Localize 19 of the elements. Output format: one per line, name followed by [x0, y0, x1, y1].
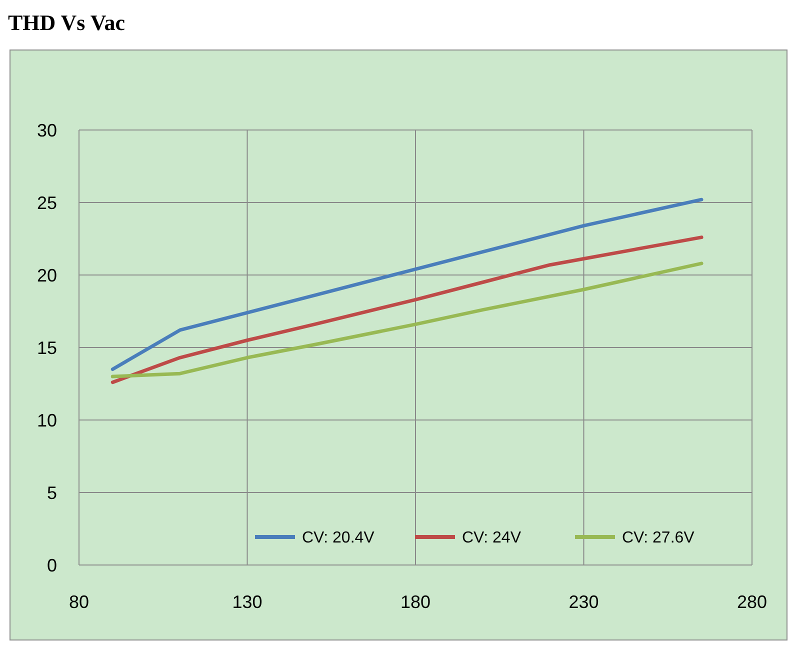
y-tick-label: 25 — [36, 192, 57, 213]
y-tick-label: 10 — [36, 410, 57, 430]
legend-label: CV: 24V — [462, 530, 522, 547]
line-series — [110, 236, 704, 384]
legend-label: CV: 20.4V — [302, 530, 375, 547]
line-series — [110, 198, 704, 371]
x-tick-label: 130 — [232, 592, 262, 612]
y-tick-label: 15 — [36, 338, 57, 358]
line-series — [110, 262, 704, 378]
x-tick-label: 80 — [68, 592, 90, 612]
x-tick-label: 230 — [568, 592, 599, 612]
legend-label: CV: 27.6V — [622, 530, 695, 547]
x-tick-label: 180 — [400, 592, 431, 612]
chart-title: THD Vs Vac — [8, 10, 126, 35]
y-tick-label: 0 — [46, 555, 57, 576]
y-tick-label: 30 — [36, 120, 57, 140]
y-tick-label: 5 — [46, 482, 57, 503]
y-tick-label: 20 — [36, 265, 57, 286]
x-tick-label: 280 — [736, 592, 768, 612]
